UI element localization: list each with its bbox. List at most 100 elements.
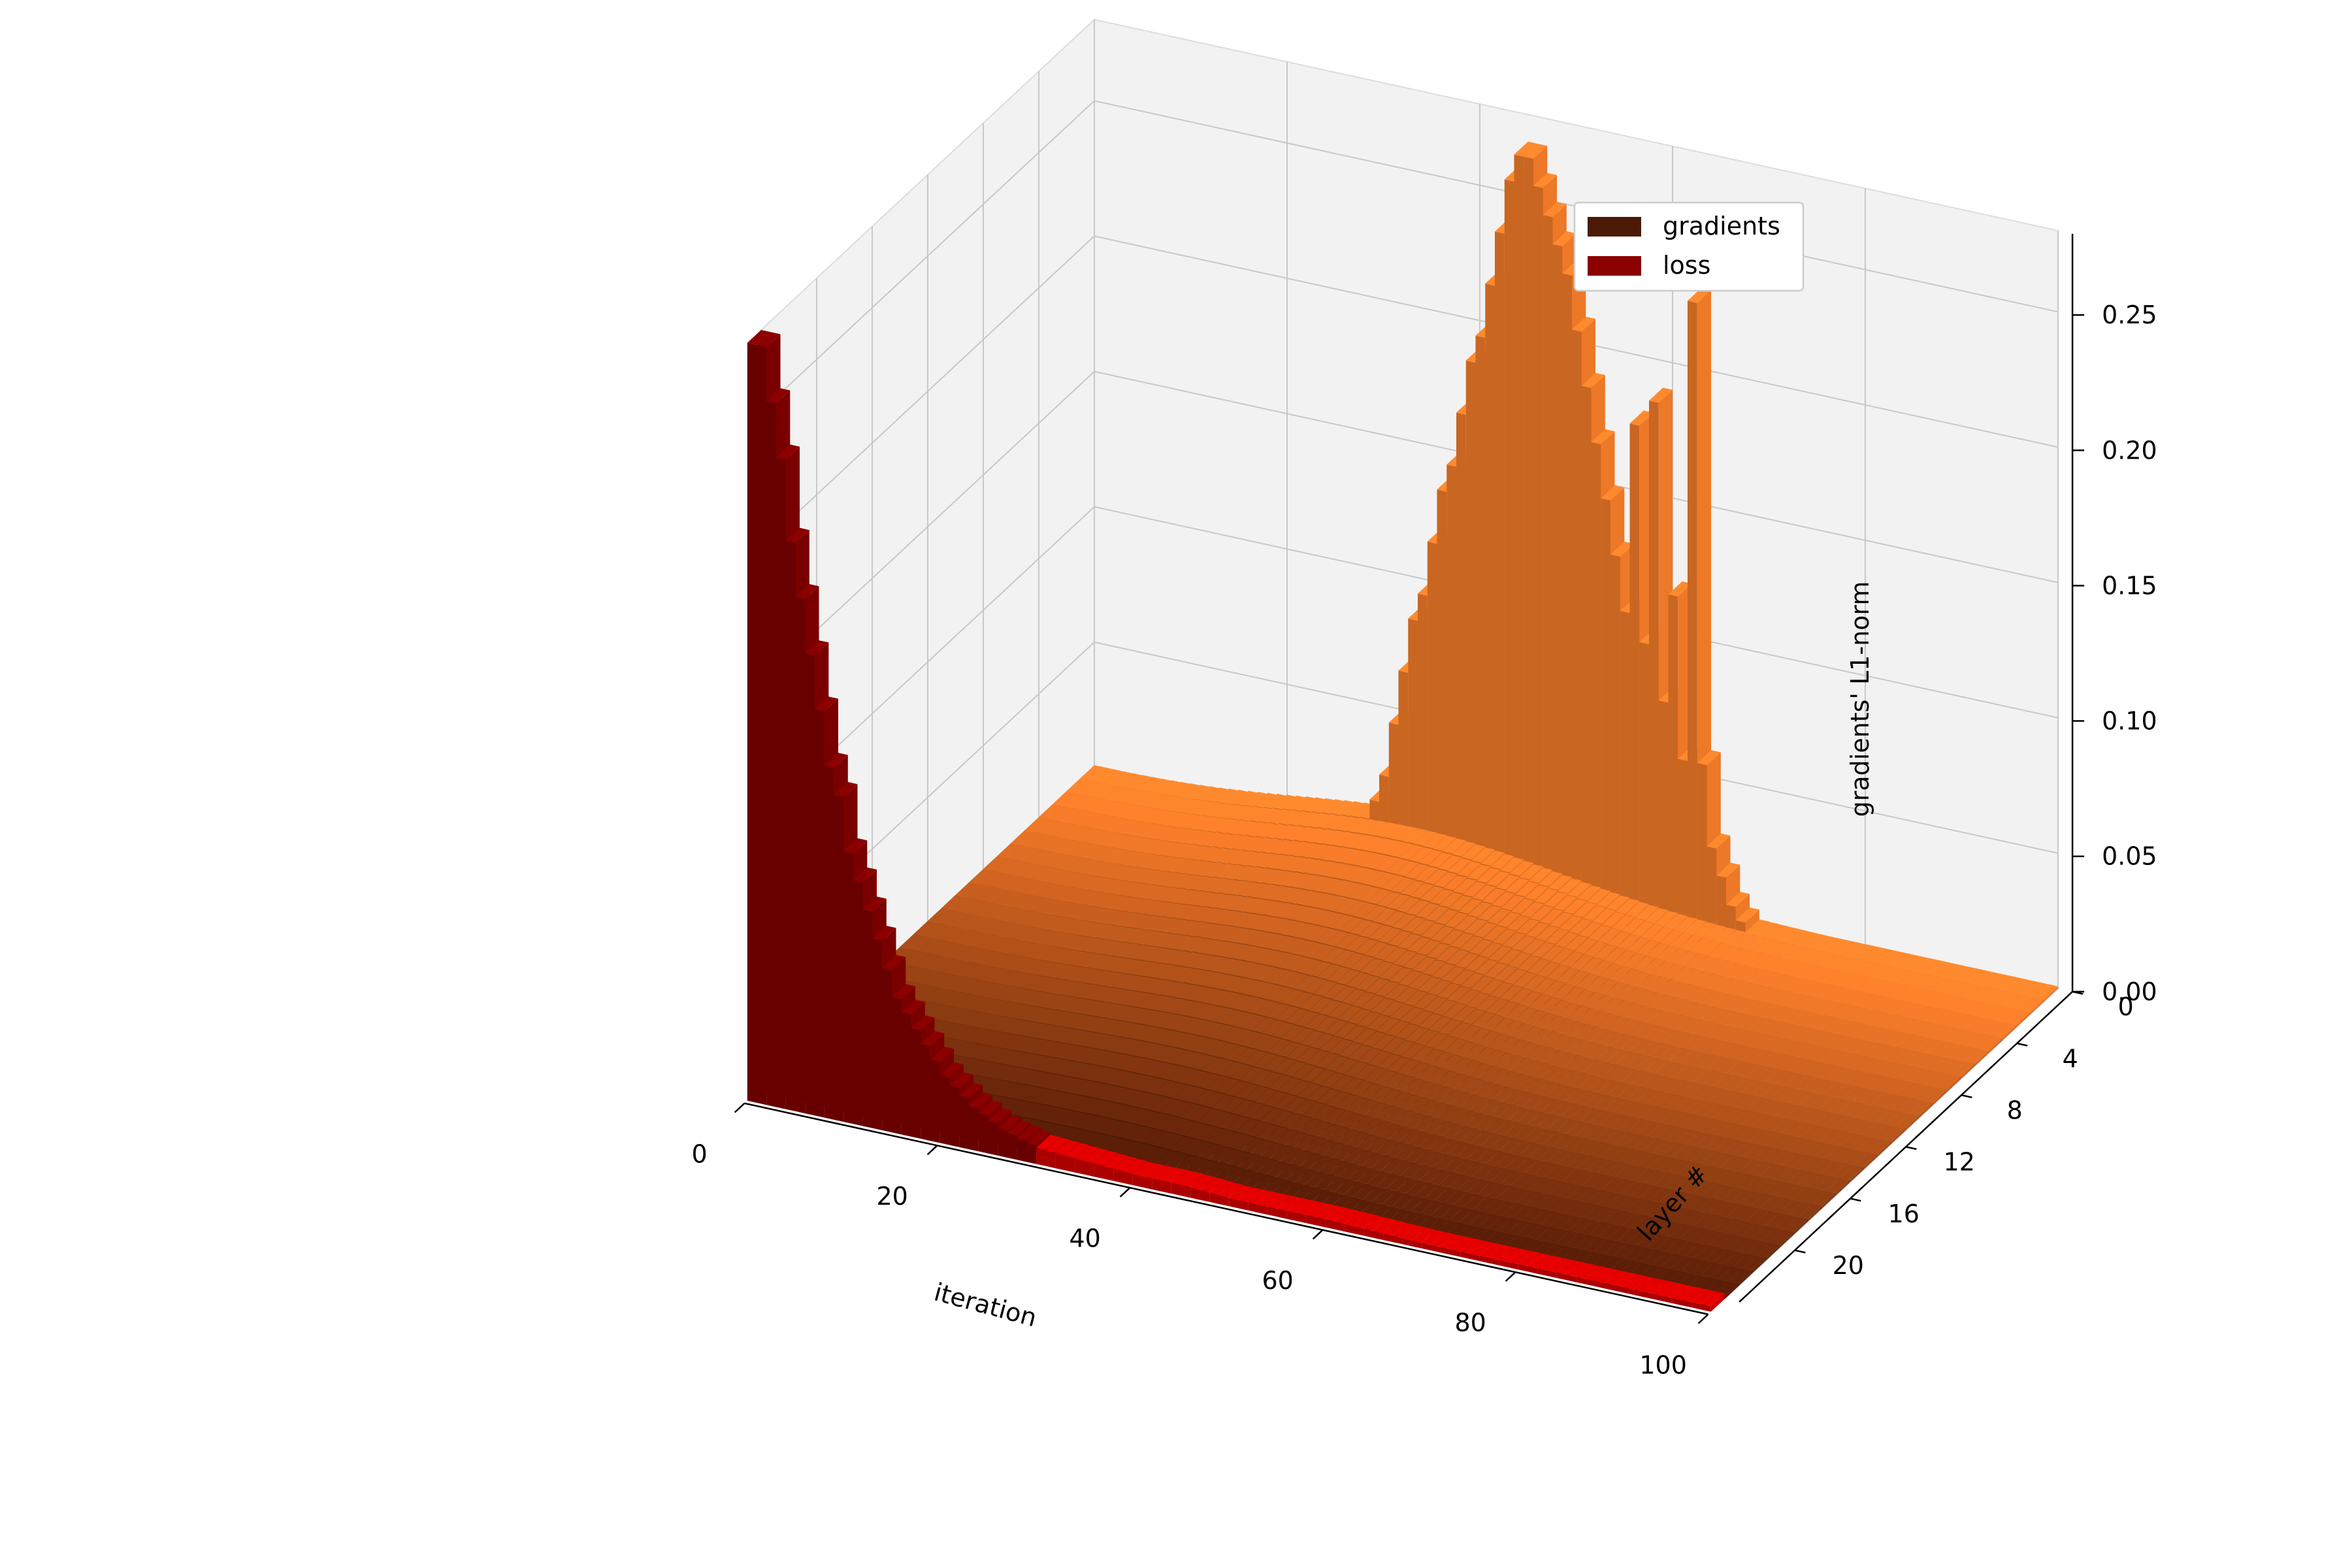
bar-front-face	[1601, 498, 1610, 907]
bar-front-face	[1465, 360, 1476, 877]
bar-top-face	[1697, 750, 1721, 766]
bar-top-face	[1812, 936, 1837, 951]
bar-top-face	[1889, 953, 1914, 968]
axis-lines	[734, 233, 2085, 1324]
bar-top-face	[1080, 765, 1104, 781]
bar-top-face	[1282, 795, 1307, 811]
bar-top-face	[1138, 777, 1162, 792]
bar-top-face	[1552, 231, 1576, 246]
bar-top-face	[1321, 799, 1345, 815]
bar-top-face	[1292, 796, 1316, 811]
bar-top-face	[1543, 202, 1567, 218]
bar-top-face	[1726, 892, 1750, 907]
bar-top-face	[2034, 984, 2058, 1000]
bar-top-face	[1533, 172, 1557, 188]
bar-top-face	[1581, 372, 1605, 388]
bar-top-face	[1215, 789, 1239, 804]
bar-front-face	[1629, 423, 1640, 913]
bar-top-face	[1259, 808, 1283, 823]
bar-top-face	[2005, 977, 2029, 993]
grid-z	[760, 641, 2059, 953]
bar-front-face	[1707, 846, 1717, 930]
y-tick-mark	[1905, 1146, 1917, 1151]
bar-front-face	[1418, 593, 1428, 867]
bar-top-face	[1225, 789, 1249, 805]
x-axis-line	[744, 1102, 1708, 1315]
bar-top-face	[1157, 780, 1181, 796]
bar-top-face	[1182, 799, 1206, 815]
bar-top-face	[1148, 778, 1171, 794]
bar-front-face	[1591, 442, 1601, 905]
bar-top-face	[1230, 805, 1254, 821]
bar-front-face	[1446, 465, 1456, 873]
x-tick-mark	[1697, 1313, 1709, 1324]
x-tick-mark	[1312, 1229, 1324, 1240]
bar-top-face	[1755, 921, 1779, 937]
bar-top-face	[1244, 792, 1268, 807]
bar-front-face	[1514, 154, 1524, 888]
bar-top-face	[1177, 783, 1201, 798]
bar-top-face	[1688, 287, 1711, 303]
bar-top-face	[1832, 939, 1856, 955]
bar-top-face	[1928, 960, 1952, 976]
bar-top-face	[1109, 771, 1133, 787]
bar-top-face	[1668, 581, 1692, 596]
gradients-layer-0	[1080, 141, 2058, 1002]
bar-top-face	[1524, 144, 1548, 159]
bar-front-face	[1408, 618, 1418, 864]
bar-top-face	[1986, 973, 2010, 989]
bar-top-face	[1192, 800, 1216, 816]
bar-front-face	[1649, 400, 1659, 917]
bar-top-face	[1115, 788, 1139, 804]
y-tick-mark	[1961, 1094, 1972, 1098]
bar-top-face	[1128, 775, 1152, 791]
bar-front-face	[1543, 215, 1553, 894]
bar-top-face	[1707, 833, 1731, 849]
bar-top-face	[1803, 933, 1827, 949]
bar-top-face	[1870, 948, 1895, 964]
y-tick-mark	[1850, 1198, 1861, 1202]
bar-top-face	[1745, 919, 1769, 935]
bar-top-face	[1076, 780, 1100, 796]
bar-top-face	[1784, 928, 1808, 944]
bar-top-face	[1311, 798, 1335, 813]
bar-top-face	[1273, 794, 1297, 810]
bar-top-face	[1172, 798, 1196, 813]
bar-top-face	[1153, 794, 1177, 810]
bar-top-face	[1119, 773, 1143, 789]
grid-z	[760, 370, 2059, 683]
bar-top-face	[1066, 778, 1090, 793]
bar-top-face	[1143, 793, 1168, 809]
bar-top-face	[1514, 141, 1538, 157]
bar-front-face	[1658, 700, 1669, 919]
bar-top-face	[1167, 781, 1191, 797]
bar-top-face	[1220, 804, 1245, 819]
bar-front-face	[1524, 156, 1533, 890]
bar-top-face	[1211, 803, 1235, 819]
bar-front-face	[1688, 301, 1697, 926]
bar-top-face	[1090, 767, 1114, 783]
bar-top-face	[1793, 931, 1818, 947]
x-tick-mark	[1505, 1271, 1516, 1282]
bar-top-face	[1919, 958, 1942, 974]
bar-top-face	[1765, 924, 1788, 939]
bar-top-face	[1134, 791, 1158, 807]
bar-top-face	[1234, 791, 1258, 806]
bar-front-face	[1639, 642, 1649, 915]
bar-front-face	[1475, 335, 1486, 879]
bar-top-face	[1774, 926, 1798, 942]
bar-front-face	[1504, 179, 1514, 886]
bar-top-face	[1331, 800, 1355, 815]
bar-top-face	[1967, 969, 1991, 985]
grid-z	[760, 506, 2059, 818]
bar-top-face	[1899, 955, 1923, 970]
bar-front-face	[1437, 489, 1447, 871]
bar-top-face	[1105, 786, 1129, 802]
bar-top-face	[1610, 542, 1634, 557]
bar-front-face	[1552, 244, 1563, 896]
bar-top-face	[2015, 980, 2039, 995]
bar-front-face	[1572, 329, 1582, 900]
bar-top-face	[1350, 802, 1374, 818]
bar-front-face	[1678, 759, 1688, 924]
